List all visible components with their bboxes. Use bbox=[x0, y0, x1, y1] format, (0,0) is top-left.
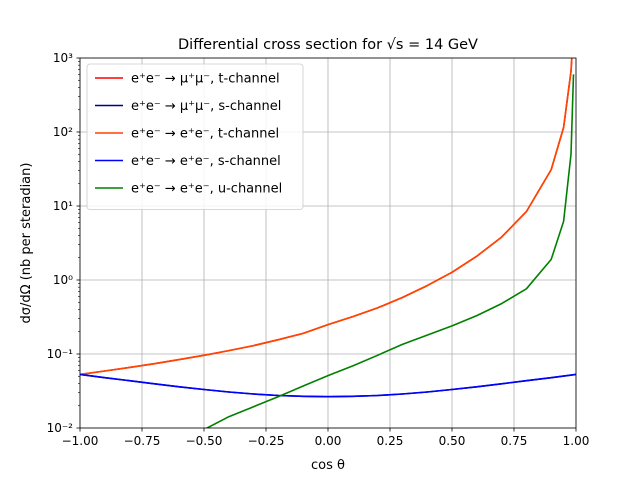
series-lines bbox=[80, 58, 576, 428]
x-tick-label: 0.00 bbox=[315, 434, 342, 448]
y-tick-label: 10¹ bbox=[53, 199, 73, 213]
x-tick-label: 0.50 bbox=[439, 434, 466, 448]
series-line-3 bbox=[80, 58, 573, 376]
legend-entry: e⁺e⁻ → μ⁺μ⁻, s-channel bbox=[131, 99, 281, 114]
series-line-5 bbox=[205, 74, 575, 428]
x-tick-label: −0.25 bbox=[248, 434, 285, 448]
y-tick-label: 10⁻¹ bbox=[47, 347, 74, 361]
legend-box bbox=[86, 63, 304, 210]
legend-entry: e⁺e⁻ → e⁺e⁻, t-channel bbox=[131, 127, 279, 142]
x-tick-label: 1.00 bbox=[563, 434, 590, 448]
axis-ticks: −1.00 −0.75 −0.50 −0.25 0.00 0.25 0.50 0.75 1.00… bbox=[47, 51, 590, 448]
y-tick-label: 10⁻² bbox=[47, 421, 74, 435]
y-axis-label: dσ/dΩ (nb per steradian) bbox=[19, 163, 34, 324]
x-axis-label: cos θ bbox=[311, 458, 345, 473]
x-tick-label: 0.25 bbox=[377, 434, 404, 448]
legend-entry: e⁺e⁻ → μ⁺μ⁻, t-channel bbox=[131, 72, 280, 87]
series-line-4 bbox=[80, 373, 576, 398]
legend-entry: e⁺e⁻ → e⁺e⁻, s-channel bbox=[131, 154, 281, 169]
x-tick-label: 0.75 bbox=[501, 434, 528, 448]
x-tick-label: −1.00 bbox=[62, 434, 99, 448]
x-tick-label: −0.50 bbox=[186, 434, 223, 448]
y-tick-label: 10² bbox=[53, 125, 73, 139]
x-tick-label: −0.75 bbox=[124, 434, 161, 448]
y-tick-label: 10³ bbox=[53, 51, 73, 65]
y-tick-label: 10⁰ bbox=[53, 273, 73, 287]
chart-title: Differential cross section for √s = 14 G… bbox=[178, 37, 478, 53]
legend-entry: e⁺e⁻ → e⁺e⁻, u-channel bbox=[131, 182, 282, 197]
legend: e⁺e⁻ → μ⁺μ⁻, t-channel e⁺e⁻ → μ⁺μ⁻, s-cha… bbox=[86, 63, 304, 210]
